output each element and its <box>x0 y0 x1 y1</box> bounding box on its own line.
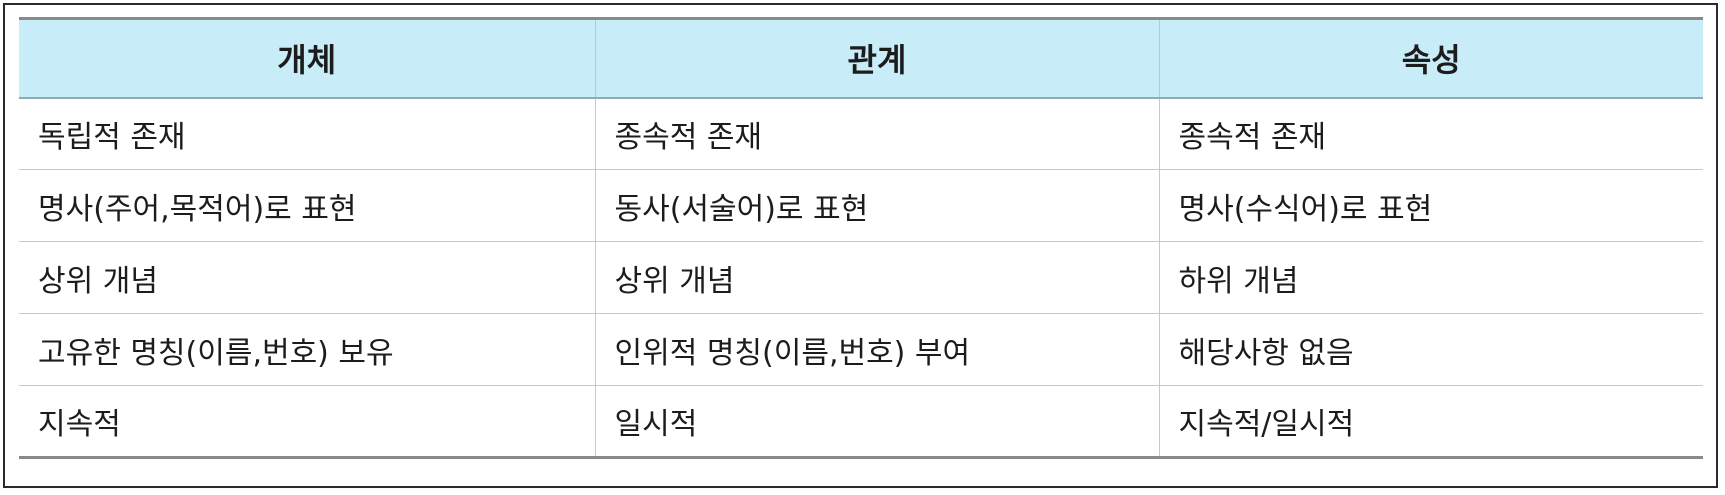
table-cell: 해당사항 없음 <box>1158 313 1703 386</box>
table-cell: 지속적 <box>19 385 595 459</box>
table-row: 상위 개념 상위 개념 하위 개념 <box>19 241 1703 314</box>
table-cell: 일시적 <box>594 385 1159 459</box>
table-cell: 종속적 존재 <box>594 97 1159 170</box>
table-header: 개체 관계 속성 <box>19 17 1703 99</box>
header-attribute: 속성 <box>1158 17 1703 99</box>
table-row: 고유한 명칭(이름,번호) 보유 인위적 명칭(이름,번호) 부여 해당사항 없… <box>19 313 1703 386</box>
table-row: 독립적 존재 종속적 존재 종속적 존재 <box>19 97 1703 170</box>
table-body: 독립적 존재 종속적 존재 종속적 존재 명사(주어,목적어)로 표현 동사(서… <box>19 97 1703 459</box>
table-cell: 고유한 명칭(이름,번호) 보유 <box>19 313 595 386</box>
header-relationship: 관계 <box>594 17 1159 99</box>
table-cell: 지속적/일시적 <box>1158 385 1703 459</box>
table-cell: 상위 개념 <box>594 241 1159 314</box>
table-cell: 명사(수식어)로 표현 <box>1158 169 1703 242</box>
comparison-table: 개체 관계 속성 독립적 존재 종속적 존재 종속적 존재 명사(주어,목적어)… <box>19 17 1703 459</box>
table-cell: 상위 개념 <box>19 241 595 314</box>
table-cell: 인위적 명칭(이름,번호) 부여 <box>594 313 1159 386</box>
table-cell: 하위 개념 <box>1158 241 1703 314</box>
header-row: 개체 관계 속성 <box>19 17 1703 99</box>
table-cell: 종속적 존재 <box>1158 97 1703 170</box>
table-frame: 개체 관계 속성 독립적 존재 종속적 존재 종속적 존재 명사(주어,목적어)… <box>3 3 1718 488</box>
table-cell: 독립적 존재 <box>19 97 595 170</box>
table-cell: 명사(주어,목적어)로 표현 <box>19 169 595 242</box>
table-row: 명사(주어,목적어)로 표현 동사(서술어)로 표현 명사(수식어)로 표현 <box>19 169 1703 242</box>
table-cell: 동사(서술어)로 표현 <box>594 169 1159 242</box>
table-row: 지속적 일시적 지속적/일시적 <box>19 385 1703 459</box>
header-entity: 개체 <box>19 17 595 99</box>
